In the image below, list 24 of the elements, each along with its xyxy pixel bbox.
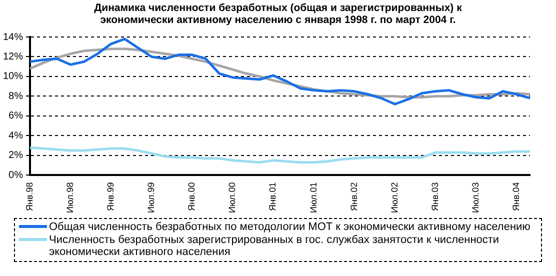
x-tick-label: Янв.03 — [430, 182, 440, 211]
x-tick-label: Янв.98 — [24, 182, 34, 211]
x-tick-label: Июл.03 — [470, 182, 480, 214]
y-tick-label: 4% — [8, 130, 24, 142]
y-tick-label: 8% — [8, 90, 24, 102]
x-tick-label: Янв.01 — [268, 182, 278, 211]
y-tick-label: 12% — [3, 51, 24, 62]
x-tick-label: Июл.98 — [65, 182, 76, 214]
y-tick-label: 14% — [3, 32, 24, 43]
x-tick-label: Янв.00 — [186, 182, 197, 211]
x-tick-label: Июл.99 — [146, 182, 156, 214]
x-tick-label: Июл.00 — [227, 182, 238, 214]
y-tick-label: 0% — [8, 170, 24, 181]
y-tick-label: 10% — [3, 71, 24, 82]
y-tick-label: 2% — [8, 150, 24, 162]
x-tick-label: Июл.01 — [308, 182, 318, 214]
x-tick-label: Янв.99 — [106, 182, 116, 211]
legend-label: Численность безработных зарегистрированных в гос. службах занятости к численности экономически активного населения — [49, 234, 500, 258]
legend-label: Общая численность безработных по методологии МОТ к экономически активному населению — [49, 221, 530, 233]
x-tick-label: Янв.04 — [510, 182, 521, 211]
chart-title: Динамика численности безработных (общая и зарегистрированных) к экономически активному населению с января 1998 г. по март 2004 г. — [93, 1, 463, 28]
y-tick-label: 6% — [8, 110, 24, 122]
x-tick-label: Июл.02 — [389, 182, 400, 214]
x-tick-label: Янв.02 — [348, 182, 359, 211]
